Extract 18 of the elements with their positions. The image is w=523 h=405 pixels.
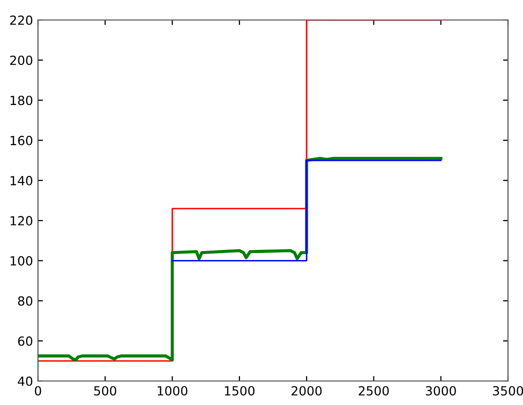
y-tick-label: 220 [10,15,32,25]
y-tick-label: 60 [18,336,32,346]
y-tick-label: 120 [10,216,32,226]
x-tick-label: 3000 [426,386,456,396]
x-tick-label: 2000 [292,386,322,396]
x-tick-label: 500 [94,386,116,396]
y-tick-label: 160 [10,136,32,146]
y-tick-label: 80 [18,296,32,306]
x-tick-label: 1500 [224,386,255,396]
y-tick-label: 140 [10,176,32,186]
x-tick-label: 3500 [493,386,523,396]
y-tick-label: 100 [10,256,32,266]
x-tick-label: 1000 [158,386,188,396]
x-tick-label: 2500 [358,386,389,396]
y-tick-label: 40 [18,376,32,386]
y-tick-label: 180 [10,96,32,106]
y-tick-label: 200 [10,56,32,66]
x-tick-label: 0 [34,386,42,396]
